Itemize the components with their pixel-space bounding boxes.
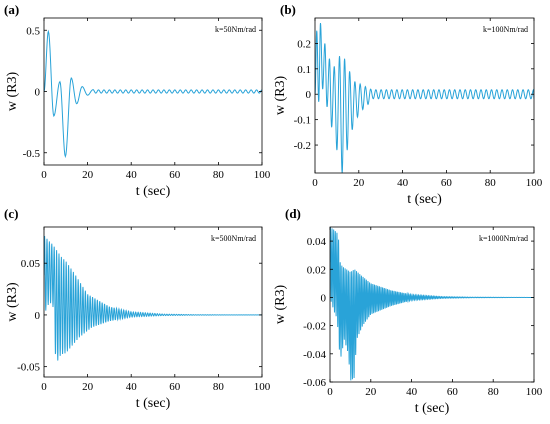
stiffness-annotation: k=100Nm/rad [483, 25, 528, 34]
axes-box [43, 17, 263, 166]
y-tick-label: 0.1 [297, 64, 311, 76]
y-axis-label: w (R3) [273, 76, 288, 116]
panel-label: (c) [4, 206, 18, 221]
y-tick-label: 0.04 [307, 236, 327, 248]
x-tick-label: 20 [82, 169, 94, 181]
y-tick-label: 0 [35, 310, 41, 322]
x-tick-label: 100 [254, 169, 271, 181]
series-line [44, 235, 262, 361]
panel-label: (a) [4, 2, 19, 17]
y-tick-label: 0.5 [26, 25, 40, 37]
x-tick-label: 40 [126, 381, 138, 393]
y-tick-label: -0.05 [17, 362, 40, 374]
axes-box [43, 226, 263, 378]
series-line [44, 29, 262, 159]
series-line [330, 227, 534, 381]
x-tick-label: 20 [353, 177, 365, 189]
x-axis-label: t (sec) [415, 401, 450, 416]
axes-box [329, 226, 535, 383]
y-tick-label: 0 [321, 292, 327, 304]
y-tick-label: -0.04 [303, 349, 326, 361]
stiffness-annotation: k=1000Nm/rad [479, 234, 528, 243]
x-tick-label: 0 [41, 169, 47, 181]
x-tick-label: 60 [169, 381, 181, 393]
y-tick-label: 0 [35, 87, 41, 99]
y-tick-label: -0.5 [23, 148, 41, 160]
x-tick-label: 100 [526, 386, 543, 398]
x-tick-label: 100 [254, 381, 271, 393]
axes-box [314, 17, 535, 174]
x-axis-label: t (sec) [407, 192, 442, 207]
y-tick-label: 0 [306, 89, 312, 101]
x-tick-label: 60 [447, 386, 459, 398]
series-line [315, 23, 534, 173]
x-tick-label: 0 [41, 381, 47, 393]
x-tick-label: 20 [365, 386, 377, 398]
y-axis-label: w (R3) [5, 72, 20, 112]
y-tick-label: -0.06 [303, 377, 326, 389]
stiffness-annotation: k=50Nm/rad [215, 25, 256, 34]
panel-label: (d) [285, 206, 301, 221]
x-tick-label: 80 [485, 177, 497, 189]
y-tick-label: -0.02 [303, 321, 326, 333]
x-axis-label: t (sec) [136, 396, 171, 411]
x-tick-label: 0 [327, 386, 333, 398]
x-tick-label: 60 [441, 177, 453, 189]
x-tick-label: 60 [169, 169, 181, 181]
y-axis-label: w (R3) [5, 282, 20, 322]
y-tick-label: 0.05 [21, 258, 41, 270]
y-tick-label: -0.2 [294, 140, 311, 152]
x-tick-label: 20 [82, 381, 94, 393]
x-tick-label: 80 [213, 169, 225, 181]
y-tick-label: -0.1 [294, 115, 311, 127]
x-tick-label: 80 [213, 381, 225, 393]
x-tick-label: 40 [126, 169, 138, 181]
y-tick-label: 0.2 [297, 38, 311, 50]
panel-label: (b) [280, 2, 296, 17]
y-axis-label: w (R3) [273, 285, 288, 325]
chart-panel: 0 20 40 60 80 100 -0.2 -0.1 0 0.1 0.2 t (sec) w (R3)… [273, 2, 543, 207]
x-tick-label: 40 [397, 177, 409, 189]
y-tick-label: 0.02 [307, 264, 326, 276]
x-tick-label: 80 [488, 386, 500, 398]
chart-panel: 0 20 40 60 80 100-0.500.5t (sec)w (R3)(a)k=50… [4, 2, 271, 199]
x-tick-label: 0 [312, 177, 318, 189]
chart-panel: 0 20 40 60 80 100 -0.06 -0.04 -0.02 0 0.02 0.04 t (s… [273, 206, 543, 416]
stiffness-annotation: k=500Nm/rad [211, 234, 256, 243]
x-tick-label: 100 [526, 177, 543, 189]
x-axis-label: t (sec) [136, 184, 171, 199]
x-tick-label: 40 [406, 386, 418, 398]
